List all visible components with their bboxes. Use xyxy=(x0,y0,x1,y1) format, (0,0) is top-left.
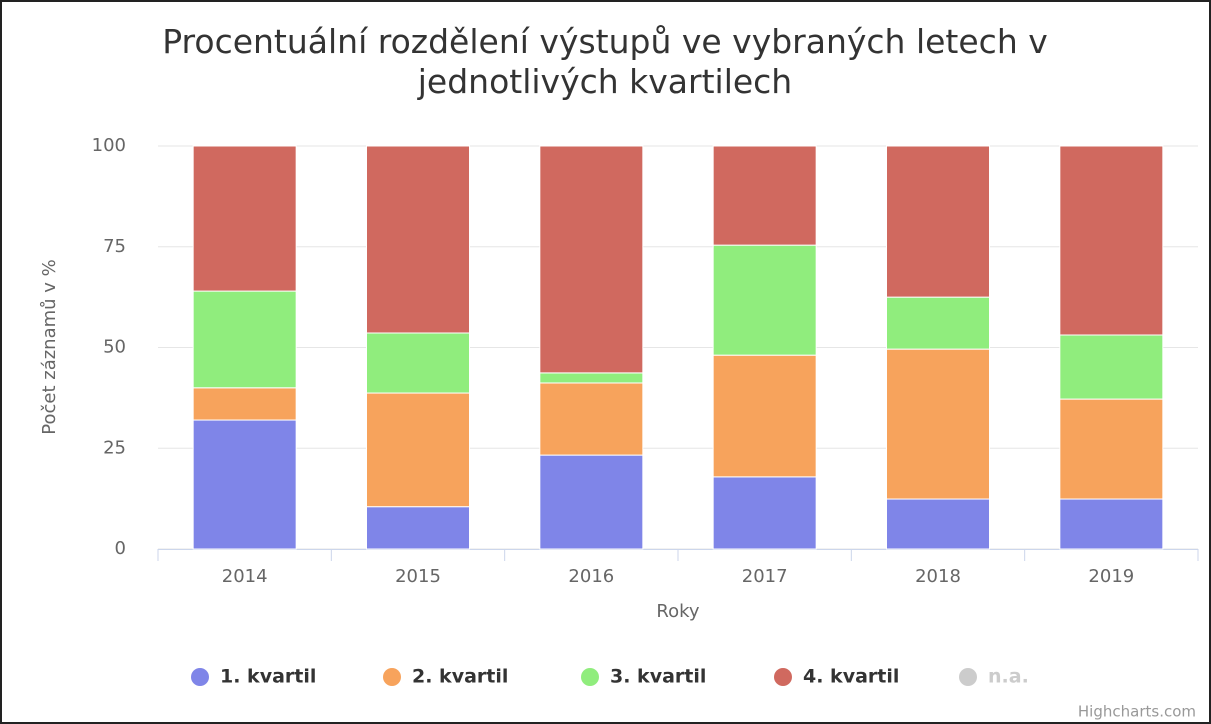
y-axis-label: Počet záznamů v % xyxy=(39,259,60,434)
legend-label: 2. kvartil xyxy=(412,666,508,688)
y-tick-label: 50 xyxy=(103,337,126,358)
bar-segment xyxy=(192,387,297,421)
bar-segment xyxy=(366,506,470,550)
legend-label: 3. kvartil xyxy=(610,666,706,688)
x-tick-label: 2015 xyxy=(395,566,441,587)
legend-marker xyxy=(383,668,401,686)
x-tick-label: 2019 xyxy=(1088,566,1134,587)
legend-marker xyxy=(581,668,599,686)
bar-segment xyxy=(366,145,470,334)
bar-segment xyxy=(539,454,644,550)
x-axis-label: Roky xyxy=(656,601,699,622)
bar-segment xyxy=(1059,398,1164,500)
bar-segment xyxy=(1059,145,1164,336)
chart-title: Procentuální rozdělení výstupů ve vybran… xyxy=(162,22,1048,101)
y-tick-label: 75 xyxy=(103,236,126,257)
legend-label: 4. kvartil xyxy=(803,666,899,688)
bar-segment xyxy=(1059,498,1164,550)
bar-segment xyxy=(886,498,990,550)
bar-segment xyxy=(539,145,644,374)
bar-segment xyxy=(366,392,470,508)
bar-segment xyxy=(886,348,990,500)
legend-marker xyxy=(774,668,792,686)
y-tick-label: 0 xyxy=(115,538,126,559)
bar-segment xyxy=(886,145,990,298)
legend-label: 1. kvartil xyxy=(220,666,316,688)
bar-segment xyxy=(712,476,817,550)
bar-segment xyxy=(1059,334,1164,400)
x-tick-label: 2018 xyxy=(915,566,961,587)
bar-segment xyxy=(192,290,297,389)
x-tick-label: 2016 xyxy=(568,566,614,587)
y-tick-label: 25 xyxy=(103,437,126,458)
x-tick-label: 2017 xyxy=(742,566,788,587)
x-tick-label: 2014 xyxy=(222,566,268,587)
bar-segment xyxy=(886,296,990,350)
credits: Highcharts.com xyxy=(1078,703,1196,721)
bar-segment xyxy=(712,244,817,356)
bar-segment xyxy=(539,382,644,456)
bar-segment xyxy=(192,145,297,292)
bar-segment xyxy=(712,354,817,478)
bar-segment xyxy=(712,145,817,246)
bar-segment xyxy=(192,419,297,550)
legend-label: n.a. xyxy=(988,666,1029,688)
bar-segment xyxy=(366,332,470,394)
legend-marker xyxy=(191,668,209,686)
bar-segment xyxy=(539,372,644,384)
y-tick-label: 100 xyxy=(92,135,126,156)
legend-marker xyxy=(959,668,977,686)
